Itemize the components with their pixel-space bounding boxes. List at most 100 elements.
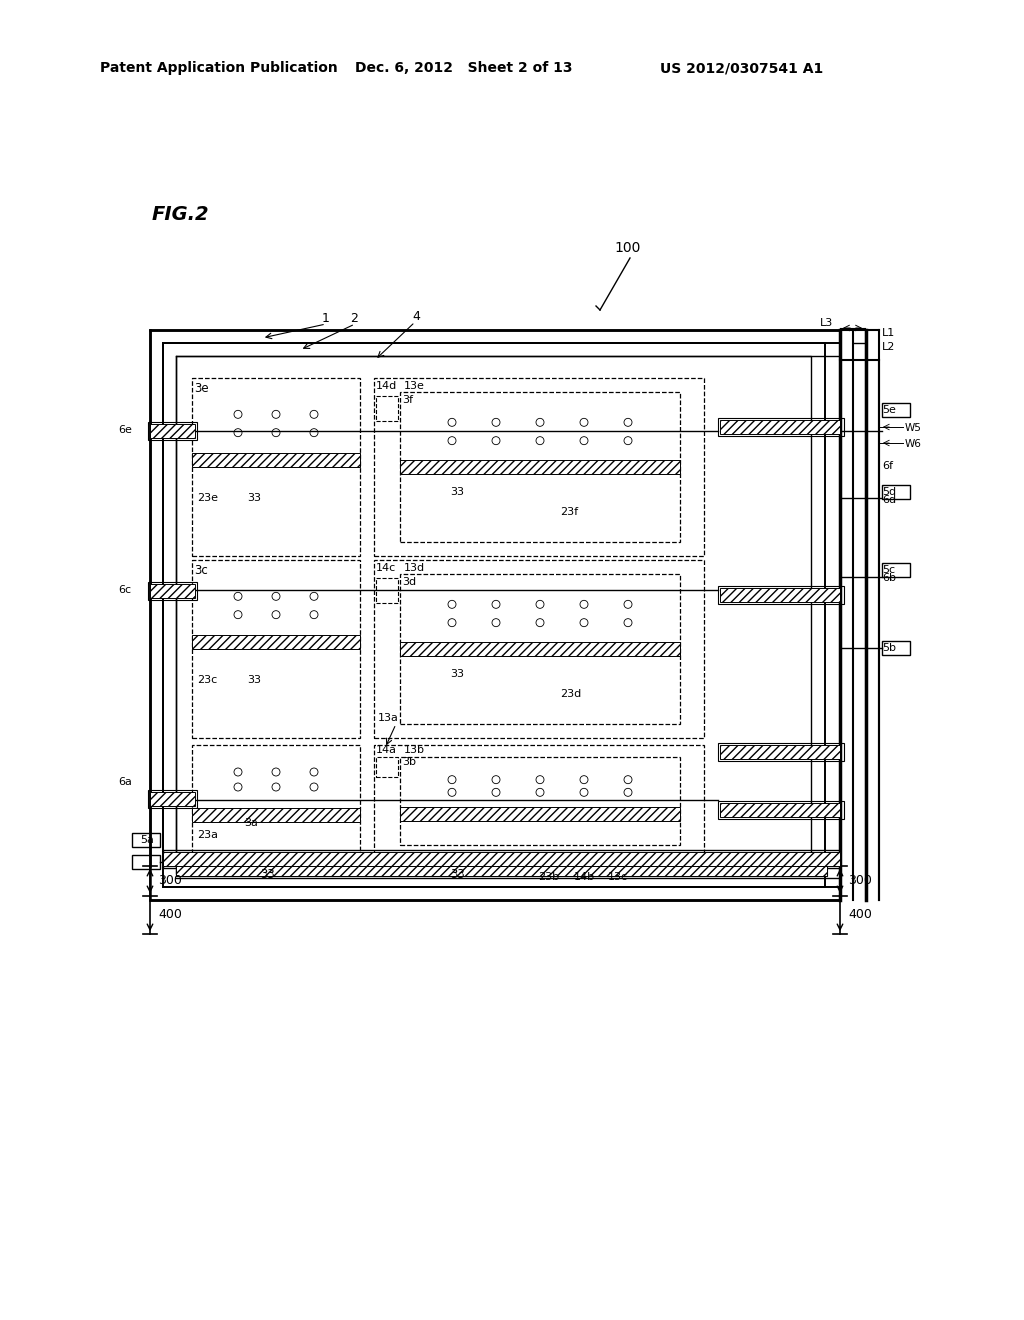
Text: 33: 33 [450, 487, 464, 498]
Bar [163, 851, 840, 866]
Bar [193, 808, 360, 822]
Bar [400, 642, 680, 656]
Text: 6d: 6d [882, 495, 896, 506]
Text: 5a: 5a [140, 836, 154, 845]
Text: 5b: 5b [882, 643, 896, 653]
Text: 23c: 23c [197, 675, 217, 685]
Bar [400, 459, 680, 474]
Text: Patent Application Publication: Patent Application Publication [100, 61, 338, 75]
Text: 6f: 6f [882, 461, 893, 471]
Text: 23b: 23b [538, 873, 559, 882]
Bar [882, 403, 910, 417]
Bar [720, 803, 840, 817]
Bar [176, 866, 827, 876]
Text: W6: W6 [905, 440, 922, 449]
Bar [720, 744, 840, 759]
Text: L1: L1 [882, 327, 895, 338]
Bar [376, 396, 398, 421]
Text: 23a: 23a [197, 830, 218, 840]
Text: 3d: 3d [402, 577, 416, 587]
Bar [193, 378, 360, 556]
Text: 3c: 3c [194, 564, 208, 577]
Bar [718, 743, 844, 762]
Bar [400, 392, 680, 543]
Bar [176, 865, 827, 876]
Text: FIG.2: FIG.2 [152, 206, 210, 224]
Text: 3e: 3e [194, 381, 209, 395]
Text: 33: 33 [260, 869, 274, 882]
Bar [374, 560, 705, 738]
Bar [376, 578, 398, 603]
Bar [718, 801, 844, 818]
Text: 2: 2 [350, 312, 357, 325]
Text: 400: 400 [158, 908, 182, 921]
Bar [718, 418, 844, 436]
Text: 23d: 23d [560, 689, 582, 700]
Bar [400, 574, 680, 723]
Text: 13b: 13b [404, 744, 425, 755]
Text: US 2012/0307541 A1: US 2012/0307541 A1 [660, 61, 823, 75]
Text: 5c: 5c [882, 565, 895, 576]
Bar [132, 855, 160, 869]
Bar [150, 792, 195, 807]
Text: 6b: 6b [882, 573, 896, 583]
Bar [193, 635, 360, 649]
Bar [718, 586, 844, 605]
Text: 5d: 5d [882, 487, 896, 498]
Bar [400, 807, 680, 821]
Bar [150, 424, 195, 438]
Text: 14b: 14b [574, 873, 595, 882]
Bar [150, 583, 195, 598]
Text: 3b: 3b [402, 756, 416, 767]
Text: Dec. 6, 2012   Sheet 2 of 13: Dec. 6, 2012 Sheet 2 of 13 [355, 61, 572, 75]
Text: 23f: 23f [560, 507, 579, 517]
Bar [720, 420, 840, 434]
Text: 3a: 3a [244, 818, 258, 828]
Text: 33: 33 [247, 675, 261, 685]
Bar [882, 642, 910, 655]
Bar [193, 744, 360, 855]
Bar [374, 744, 705, 855]
Bar [193, 453, 360, 467]
Text: 4: 4 [412, 309, 420, 322]
Text: L2: L2 [882, 342, 895, 352]
Bar [132, 833, 160, 847]
Text: 100: 100 [614, 242, 640, 255]
Text: W5: W5 [905, 422, 922, 433]
Text: 13e: 13e [404, 381, 425, 391]
Bar [376, 756, 398, 777]
Text: 33: 33 [247, 492, 261, 503]
Bar [400, 756, 680, 845]
Bar [720, 587, 840, 602]
Text: 33: 33 [450, 869, 465, 882]
Bar [882, 564, 910, 577]
Text: 300: 300 [848, 874, 871, 887]
Text: 400: 400 [848, 908, 871, 921]
Bar [148, 422, 197, 440]
Text: 6c: 6c [118, 585, 131, 595]
Text: 6e: 6e [118, 425, 132, 436]
Bar [150, 330, 840, 900]
Bar [163, 343, 825, 887]
Text: 3f: 3f [402, 395, 413, 405]
Text: 14c: 14c [376, 564, 396, 573]
Bar [163, 850, 840, 869]
Text: 13d: 13d [404, 564, 425, 573]
Bar [193, 560, 360, 738]
Text: L3: L3 [820, 318, 834, 327]
Text: 5e: 5e [882, 405, 896, 414]
Bar [148, 582, 197, 601]
Bar [148, 789, 197, 808]
Text: 13c: 13c [608, 873, 628, 882]
Text: 6a: 6a [118, 777, 132, 787]
Bar [176, 356, 811, 874]
Text: 23e: 23e [197, 492, 218, 503]
Text: 14a: 14a [376, 744, 397, 755]
Text: 1: 1 [322, 312, 330, 325]
Text: 13a: 13a [378, 713, 399, 723]
Text: 33: 33 [450, 669, 464, 678]
Bar [374, 378, 705, 556]
Bar [882, 484, 910, 499]
Text: 14d: 14d [376, 381, 397, 391]
Text: 300: 300 [158, 874, 182, 887]
